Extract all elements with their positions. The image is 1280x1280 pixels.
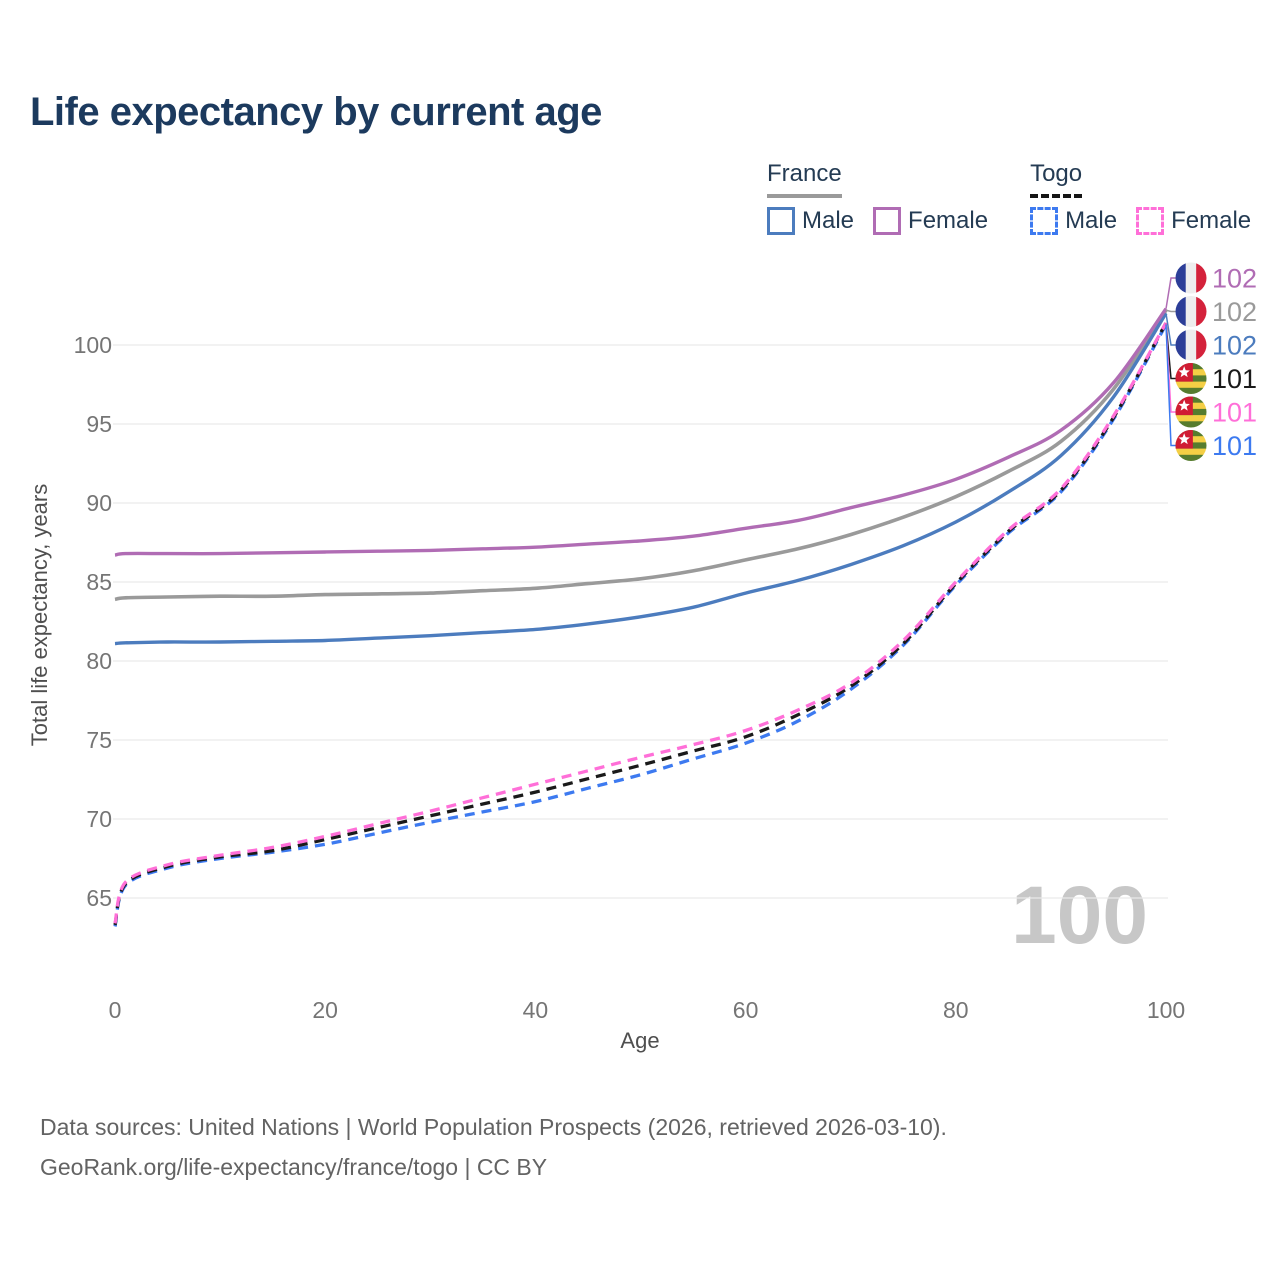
x-tick-label: 40 — [523, 997, 549, 1023]
legend-item-france-female[interactable]: Female — [873, 207, 988, 235]
legend-togo-items: Male Female — [1030, 207, 1251, 235]
togo-flag-icon — [1175, 363, 1207, 394]
legend-france-header[interactable]: France — [767, 160, 842, 198]
france-flag-shape — [1175, 296, 1207, 327]
legend-france-male-label: Male — [802, 207, 855, 234]
togo-flag-icon — [1175, 396, 1207, 428]
y-tick-label: 80 — [86, 648, 112, 674]
flag-stripe — [1175, 387, 1207, 394]
france-flag-icon — [1175, 329, 1207, 361]
togo-flag-shape — [1175, 363, 1207, 394]
end-label-value-france-female: 102 — [1212, 264, 1257, 294]
flag-band-red — [1196, 329, 1207, 361]
legend-item-togo-female[interactable]: Female — [1136, 207, 1251, 235]
leader-line — [1165, 313, 1176, 346]
x-axis-tick-labels: 0 20 40 60 80 100 — [109, 997, 1186, 1023]
x-tick-label: 60 — [733, 997, 759, 1023]
legend-item-france-male[interactable]: Male — [767, 207, 854, 235]
flag-band-white — [1185, 329, 1197, 361]
flag-band-white — [1185, 262, 1197, 294]
y-axis-tick-labels: 65 70 75 80 85 90 95 100 — [74, 332, 112, 911]
y-tick-label: 65 — [86, 885, 112, 911]
series-lines — [113, 307, 1168, 927]
series-line-france-male[interactable] — [114, 312, 1168, 646]
legend-item-togo-male[interactable]: Male — [1030, 207, 1117, 235]
france-flag-shape — [1175, 262, 1207, 294]
flag-band-blue — [1175, 262, 1186, 294]
france-flag-shape — [1175, 329, 1207, 361]
flag-star — [1178, 399, 1190, 411]
series-line-togo-female[interactable] — [113, 322, 1168, 924]
togo-female-swatch-icon — [1136, 207, 1165, 235]
flag-band-blue — [1175, 329, 1186, 361]
end-label-value-togo-both-sexes: 101 — [1212, 364, 1257, 394]
legend-togo-male-label: Male — [1065, 207, 1118, 234]
data-sources-footer: Data sources: United Nations | World Pop… — [40, 1107, 947, 1187]
gridlines — [113, 344, 1168, 899]
flag-stripe — [1175, 454, 1207, 461]
togo-flag-icon — [1175, 430, 1207, 461]
y-axis-title: Total life expectancy, years — [27, 484, 52, 747]
y-tick-label: 75 — [86, 727, 112, 753]
leader-line — [1165, 324, 1176, 447]
attribution-line: GeoRank.org/life-expectancy/france/togo … — [40, 1154, 548, 1180]
watermark-age-counter: 100 — [1011, 870, 1148, 961]
legend-group-togo: Togo Male Female — [1030, 160, 1251, 235]
france-female-swatch-icon — [873, 207, 902, 235]
legend-togo-header[interactable]: Togo — [1030, 160, 1083, 198]
x-tick-label: 100 — [1147, 997, 1185, 1023]
flag-band-blue — [1175, 296, 1186, 327]
legend-group-france: France Male Female — [767, 160, 988, 235]
legend-togo-female-label: Female — [1171, 207, 1252, 234]
leader-line — [1165, 309, 1176, 313]
legend-france-items: Male Female — [767, 207, 988, 235]
series-line-togo-male[interactable] — [113, 323, 1168, 927]
flag-band-red — [1196, 262, 1207, 294]
leader-line — [1165, 277, 1176, 309]
y-tick-label: 90 — [86, 490, 112, 516]
legend-togo-label: Togo — [1030, 160, 1083, 187]
chart-legend: France Male Female Togo Male Female — [767, 160, 1251, 235]
x-tick-label: 0 — [109, 997, 122, 1023]
togo-male-swatch-icon — [1030, 207, 1059, 235]
series-line-france-female[interactable] — [114, 307, 1168, 557]
x-axis-title: Age — [620, 1028, 659, 1053]
y-tick-label: 85 — [86, 569, 112, 595]
legend-france-female-label: Female — [908, 207, 989, 234]
france-male-swatch-icon — [767, 207, 795, 235]
flag-band-white — [1185, 296, 1197, 327]
end-label-value-france-male: 102 — [1212, 331, 1257, 361]
end-label-value-togo-female: 101 — [1212, 398, 1257, 428]
y-tick-label: 100 — [74, 332, 112, 358]
france-flag-icon — [1175, 296, 1207, 327]
series-line-france-both-sexes[interactable] — [114, 309, 1168, 602]
togo-flag-shape — [1175, 396, 1207, 428]
flag-stripe — [1175, 381, 1207, 389]
x-tick-label: 80 — [943, 997, 969, 1023]
x-tick-label: 20 — [312, 997, 338, 1023]
flag-stripe — [1175, 415, 1207, 422]
page-title: Life expectancy by current age — [30, 90, 602, 134]
france-flag-icon — [1175, 262, 1207, 294]
flag-star — [1178, 433, 1190, 445]
flag-stripe — [1175, 421, 1207, 428]
flag-star — [1178, 366, 1190, 378]
y-tick-label: 70 — [86, 806, 112, 832]
flag-stripe — [1175, 448, 1207, 456]
y-tick-label: 95 — [86, 411, 112, 437]
end-label-leader-lines — [1165, 277, 1176, 447]
flag-band-red — [1196, 296, 1207, 327]
data-sources-line: Data sources: United Nations | World Pop… — [40, 1114, 947, 1140]
togo-flag-shape — [1175, 430, 1207, 461]
legend-france-label: France — [767, 160, 842, 187]
end-label-value-france-both-sexes: 102 — [1212, 297, 1257, 327]
series-line-togo-both-sexes[interactable] — [113, 322, 1168, 926]
end-label-value-togo-male: 101 — [1212, 431, 1257, 461]
